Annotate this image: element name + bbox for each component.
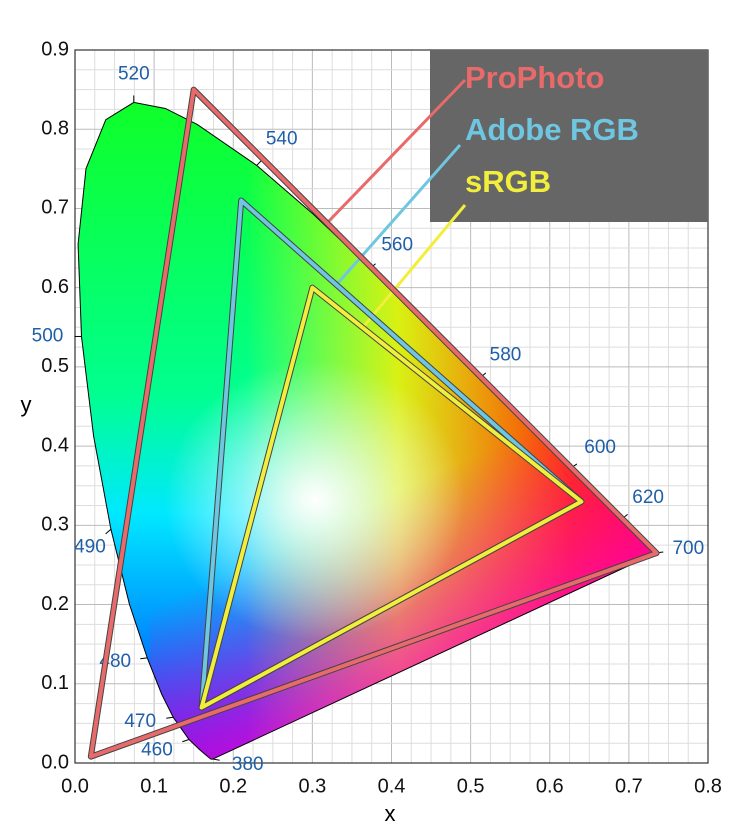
y-tick-label: 0.4 [41,434,69,456]
x-tick-label: 0.2 [219,775,247,797]
x-tick-label: 0.8 [694,775,722,797]
wavelength-tick [105,528,112,535]
y-tick-label: 0.0 [41,751,69,773]
x-tick-label: 0.4 [378,775,406,797]
y-tick-label: 0.1 [41,672,69,694]
wavelength-label: 560 [381,234,413,255]
legend-box [430,50,708,222]
gamut-triangle [199,285,584,710]
legend-label: sRGB [465,164,551,199]
y-tick-label: 0.2 [41,593,69,615]
wavelength-tick [256,160,262,166]
x-tick-label: 0.3 [298,775,326,797]
y-tick-label: 0.5 [41,355,69,377]
wavelength-label: 600 [584,437,616,458]
wavelength-label: 700 [672,538,704,559]
legend-pointer [362,204,467,327]
x-tick-label: 0.5 [457,775,485,797]
x-tick-label: 0.7 [615,775,643,797]
legend-pointer [326,78,467,224]
wavelength-label: 500 [32,325,64,346]
y-tick-label: 0.3 [41,514,69,536]
wavelength-label: 460 [141,739,173,760]
x-tick-label: 0.6 [536,775,564,797]
wavelength-label: 490 [74,536,106,557]
gamut-triangle [88,87,659,759]
legend-label: ProPhoto [465,60,605,95]
x-tick-label: 0.1 [140,775,168,797]
wavelength-tick [166,716,174,719]
y-tick-label: 0.6 [41,276,69,298]
wavelength-label: 620 [632,487,664,508]
wavelength-label: 580 [490,345,522,366]
wavelength-label: 470 [124,711,156,732]
wavelength-label: 540 [266,128,298,149]
y-tick-label: 0.9 [41,38,69,60]
y-tick-label: 0.8 [41,118,69,140]
wavelength-label: 380 [232,754,264,775]
legend-pointer [336,144,462,284]
y-axis-label: y [21,392,32,417]
x-tick-label: 0.0 [61,775,89,797]
wavelength-tick [182,738,190,743]
wavelength-tick [140,657,148,660]
y-tick-label: 0.7 [41,197,69,219]
wavelength-tick [212,758,220,761]
x-axis-label: x [385,801,396,826]
plot-frame [74,49,709,764]
legend-label: Adobe RGB [465,112,639,147]
wavelength-label: 520 [118,63,150,84]
